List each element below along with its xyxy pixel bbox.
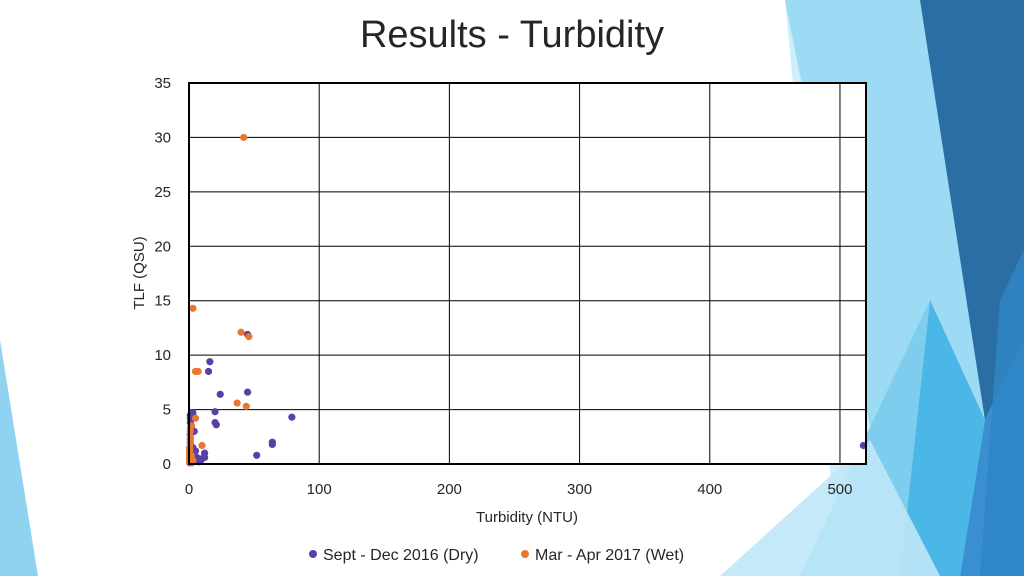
legend: Sept - Dec 2016 (Dry) Mar - Apr 2017 (We… — [309, 547, 684, 564]
plot-area-background — [189, 83, 866, 464]
y-tick-label: 25 — [154, 184, 171, 201]
data-point-wet — [191, 414, 200, 422]
legend-marker-dry — [309, 550, 317, 558]
x-tick-label: 0 — [185, 481, 193, 498]
y-axis-title: TLF (QSU) — [131, 236, 148, 309]
data-point-dry — [212, 421, 220, 429]
y-tick-label: 15 — [154, 293, 171, 310]
y-tick-label: 20 — [154, 238, 171, 255]
y-tick-label: 5 — [163, 402, 171, 419]
data-point-dry — [204, 367, 213, 376]
x-axis-title: Turbidity (NTU) — [476, 509, 578, 526]
data-point-wet — [245, 333, 253, 341]
x-tick-label: 200 — [437, 481, 462, 498]
y-tick-label: 0 — [163, 456, 171, 473]
legend-marker-wet — [521, 550, 529, 558]
data-point-dry — [206, 358, 214, 366]
data-point-dry — [288, 413, 296, 421]
data-point-wet — [237, 328, 245, 336]
data-point-dry — [253, 451, 261, 459]
data-point-dry — [211, 408, 219, 416]
slide-title: Results - Turbidity — [359, 14, 665, 56]
gridlines — [189, 83, 866, 464]
x-axis-ticks: 0 100 200 300 400 500 — [185, 481, 853, 498]
legend-label-dry: Sept - Dec 2016 (Dry) — [323, 547, 479, 564]
x-tick-label: 400 — [697, 481, 722, 498]
x-tick-label: 500 — [827, 481, 852, 498]
data-point-dry — [268, 438, 276, 446]
y-tick-label: 10 — [154, 347, 171, 364]
data-point-dry — [243, 388, 252, 396]
data-point-wet — [194, 367, 202, 376]
data-point-wet — [242, 402, 250, 410]
y-tick-label: 30 — [154, 129, 171, 146]
data-point-wet — [186, 450, 194, 458]
data-point-dry — [216, 390, 224, 398]
data-point-dry — [191, 447, 200, 455]
legend-label-wet: Mar - Apr 2017 (Wet) — [535, 547, 684, 564]
x-tick-label: 300 — [567, 481, 592, 498]
data-point-wet — [233, 399, 241, 407]
plot-area-border — [188, 82, 867, 465]
data-point-wet — [240, 133, 248, 142]
data-point-wet — [189, 304, 197, 312]
y-axis-ticks: 0 5 10 15 20 25 30 35 — [154, 75, 171, 473]
y-tick-label: 35 — [154, 75, 171, 92]
data-point-wet — [198, 441, 206, 450]
left-facet-decoration — [0, 340, 38, 576]
x-tick-label: 100 — [307, 481, 332, 498]
